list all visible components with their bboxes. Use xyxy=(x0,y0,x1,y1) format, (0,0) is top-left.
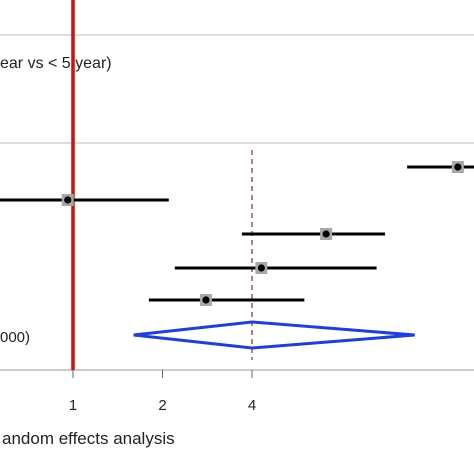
x-tick-label-1: 2 xyxy=(158,397,166,414)
study-row-2 xyxy=(0,194,169,206)
header-text: ear vs < 5 year) xyxy=(0,55,112,72)
footer-label: andom effects analysis xyxy=(2,429,175,448)
study-row-1 xyxy=(407,161,474,173)
study-point-2 xyxy=(64,196,72,204)
study-point-3 xyxy=(322,230,330,238)
study-row-3 xyxy=(241,228,385,240)
pooled-diamond xyxy=(133,320,415,350)
study-point-5 xyxy=(202,296,210,304)
study-point-4 xyxy=(257,264,265,272)
pooled-label: 000) xyxy=(0,329,30,346)
study-point-1 xyxy=(454,163,462,171)
study-row-4 xyxy=(174,262,377,274)
x-tick-label-0: 1 xyxy=(69,397,77,414)
x-tick-label-2: 4 xyxy=(248,397,256,414)
study-row-5 xyxy=(148,294,305,306)
